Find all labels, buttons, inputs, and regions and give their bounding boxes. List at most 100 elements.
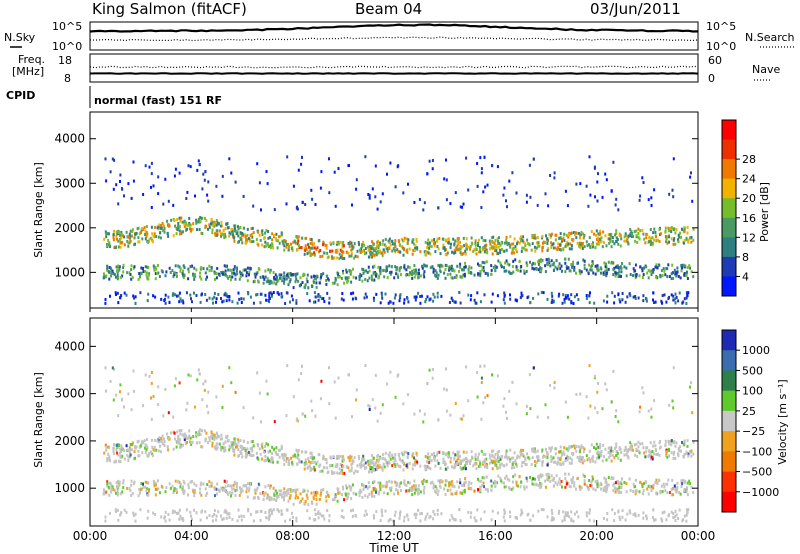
velocity-cell bbox=[283, 463, 286, 466]
velocity-cell bbox=[502, 404, 505, 408]
power-cell bbox=[412, 268, 415, 272]
velocity-cell bbox=[134, 512, 137, 516]
power-cell bbox=[579, 182, 582, 186]
power-cell bbox=[447, 241, 450, 245]
power-cell bbox=[467, 245, 470, 249]
velocity-cell bbox=[537, 455, 540, 459]
velocity-cell bbox=[336, 471, 339, 475]
velocity-cell bbox=[280, 493, 283, 497]
power-cell bbox=[418, 198, 421, 201]
velocity-cell bbox=[199, 428, 202, 432]
velocity-cell bbox=[685, 513, 688, 517]
power-cell bbox=[348, 245, 351, 248]
power-cell bbox=[565, 266, 568, 270]
power-cell bbox=[178, 265, 181, 269]
velocity-cell bbox=[482, 452, 485, 456]
velocity-cell bbox=[484, 461, 487, 465]
velocity-cell bbox=[403, 450, 406, 454]
velocity-cell bbox=[480, 376, 483, 380]
velocity-cell bbox=[207, 390, 210, 394]
power-cell bbox=[195, 218, 198, 222]
power-cell bbox=[158, 225, 161, 229]
power-cell bbox=[455, 274, 458, 278]
power-cell bbox=[326, 251, 329, 255]
power-cell bbox=[275, 278, 278, 282]
power-cell bbox=[612, 160, 615, 164]
power-cell bbox=[107, 270, 110, 274]
velocity-cell bbox=[567, 449, 570, 453]
velocity-cell bbox=[363, 513, 366, 517]
velocity-cell bbox=[236, 482, 238, 486]
power-cell bbox=[615, 240, 618, 243]
power-cell bbox=[547, 260, 550, 264]
velocity-cell bbox=[448, 482, 451, 486]
velocity-cell bbox=[278, 455, 281, 459]
velocity-cell bbox=[667, 478, 670, 482]
velocity-cell bbox=[290, 456, 292, 460]
power-cell bbox=[294, 272, 297, 276]
power-cell bbox=[394, 242, 396, 246]
velocity-cell bbox=[540, 508, 543, 511]
velocity-cell bbox=[563, 515, 566, 519]
velocity-cell bbox=[638, 490, 641, 494]
power-cell bbox=[353, 256, 356, 260]
power-cell bbox=[678, 235, 681, 239]
power-cell bbox=[242, 268, 245, 272]
power-cell bbox=[319, 277, 322, 281]
velocity-cell bbox=[664, 439, 667, 443]
velocity-cell bbox=[297, 449, 300, 452]
power-cell bbox=[200, 216, 203, 220]
velocity-cell bbox=[414, 484, 417, 488]
power-cell bbox=[427, 238, 430, 242]
power-cell bbox=[351, 247, 354, 251]
power-cell bbox=[606, 269, 609, 273]
velocity-cell bbox=[158, 491, 161, 495]
velocity-cell bbox=[188, 434, 191, 438]
velocity-cell bbox=[490, 459, 493, 463]
velocity-cell bbox=[157, 403, 160, 407]
power-cell bbox=[186, 223, 189, 227]
velocity-cell bbox=[366, 486, 369, 490]
power-cell bbox=[178, 229, 181, 233]
power-cell bbox=[678, 291, 681, 295]
power-cell bbox=[492, 235, 495, 239]
velocity-cell bbox=[319, 512, 322, 516]
power-cell bbox=[382, 248, 385, 252]
velocity-cell bbox=[521, 453, 524, 456]
power-cell bbox=[489, 242, 492, 246]
power-cell bbox=[244, 235, 247, 239]
power-cell bbox=[612, 261, 615, 265]
power-cell bbox=[490, 272, 493, 276]
power-cell bbox=[144, 237, 147, 241]
velocity-cell bbox=[190, 514, 192, 518]
velocity-cell bbox=[678, 449, 681, 453]
power-cell bbox=[287, 242, 290, 246]
power-cell bbox=[538, 244, 541, 248]
velocity-cell bbox=[600, 487, 602, 491]
velocity-cell bbox=[632, 490, 635, 493]
power-cell bbox=[231, 271, 234, 275]
power-cell bbox=[621, 298, 624, 302]
power-cell bbox=[252, 301, 255, 305]
power-cell bbox=[280, 292, 283, 296]
velocity-cell bbox=[672, 366, 675, 370]
power-cell bbox=[118, 268, 121, 272]
power-cell bbox=[456, 264, 459, 268]
velocity-cell bbox=[568, 485, 571, 489]
velocity-cell bbox=[365, 485, 368, 489]
power-cell bbox=[464, 249, 467, 253]
power-cell bbox=[259, 238, 262, 242]
power-cell bbox=[679, 276, 682, 280]
power-cell bbox=[368, 276, 371, 280]
power-cell bbox=[372, 242, 375, 246]
power-cell bbox=[121, 187, 124, 191]
power-cell bbox=[292, 184, 295, 188]
power-cell bbox=[632, 274, 635, 277]
power-cell bbox=[634, 269, 637, 273]
velocity-cell bbox=[630, 443, 633, 447]
velocity-cell bbox=[290, 461, 293, 465]
power-cell bbox=[671, 263, 674, 267]
power-cell bbox=[431, 265, 434, 269]
power-cell bbox=[208, 223, 211, 227]
power-cell bbox=[571, 238, 574, 242]
